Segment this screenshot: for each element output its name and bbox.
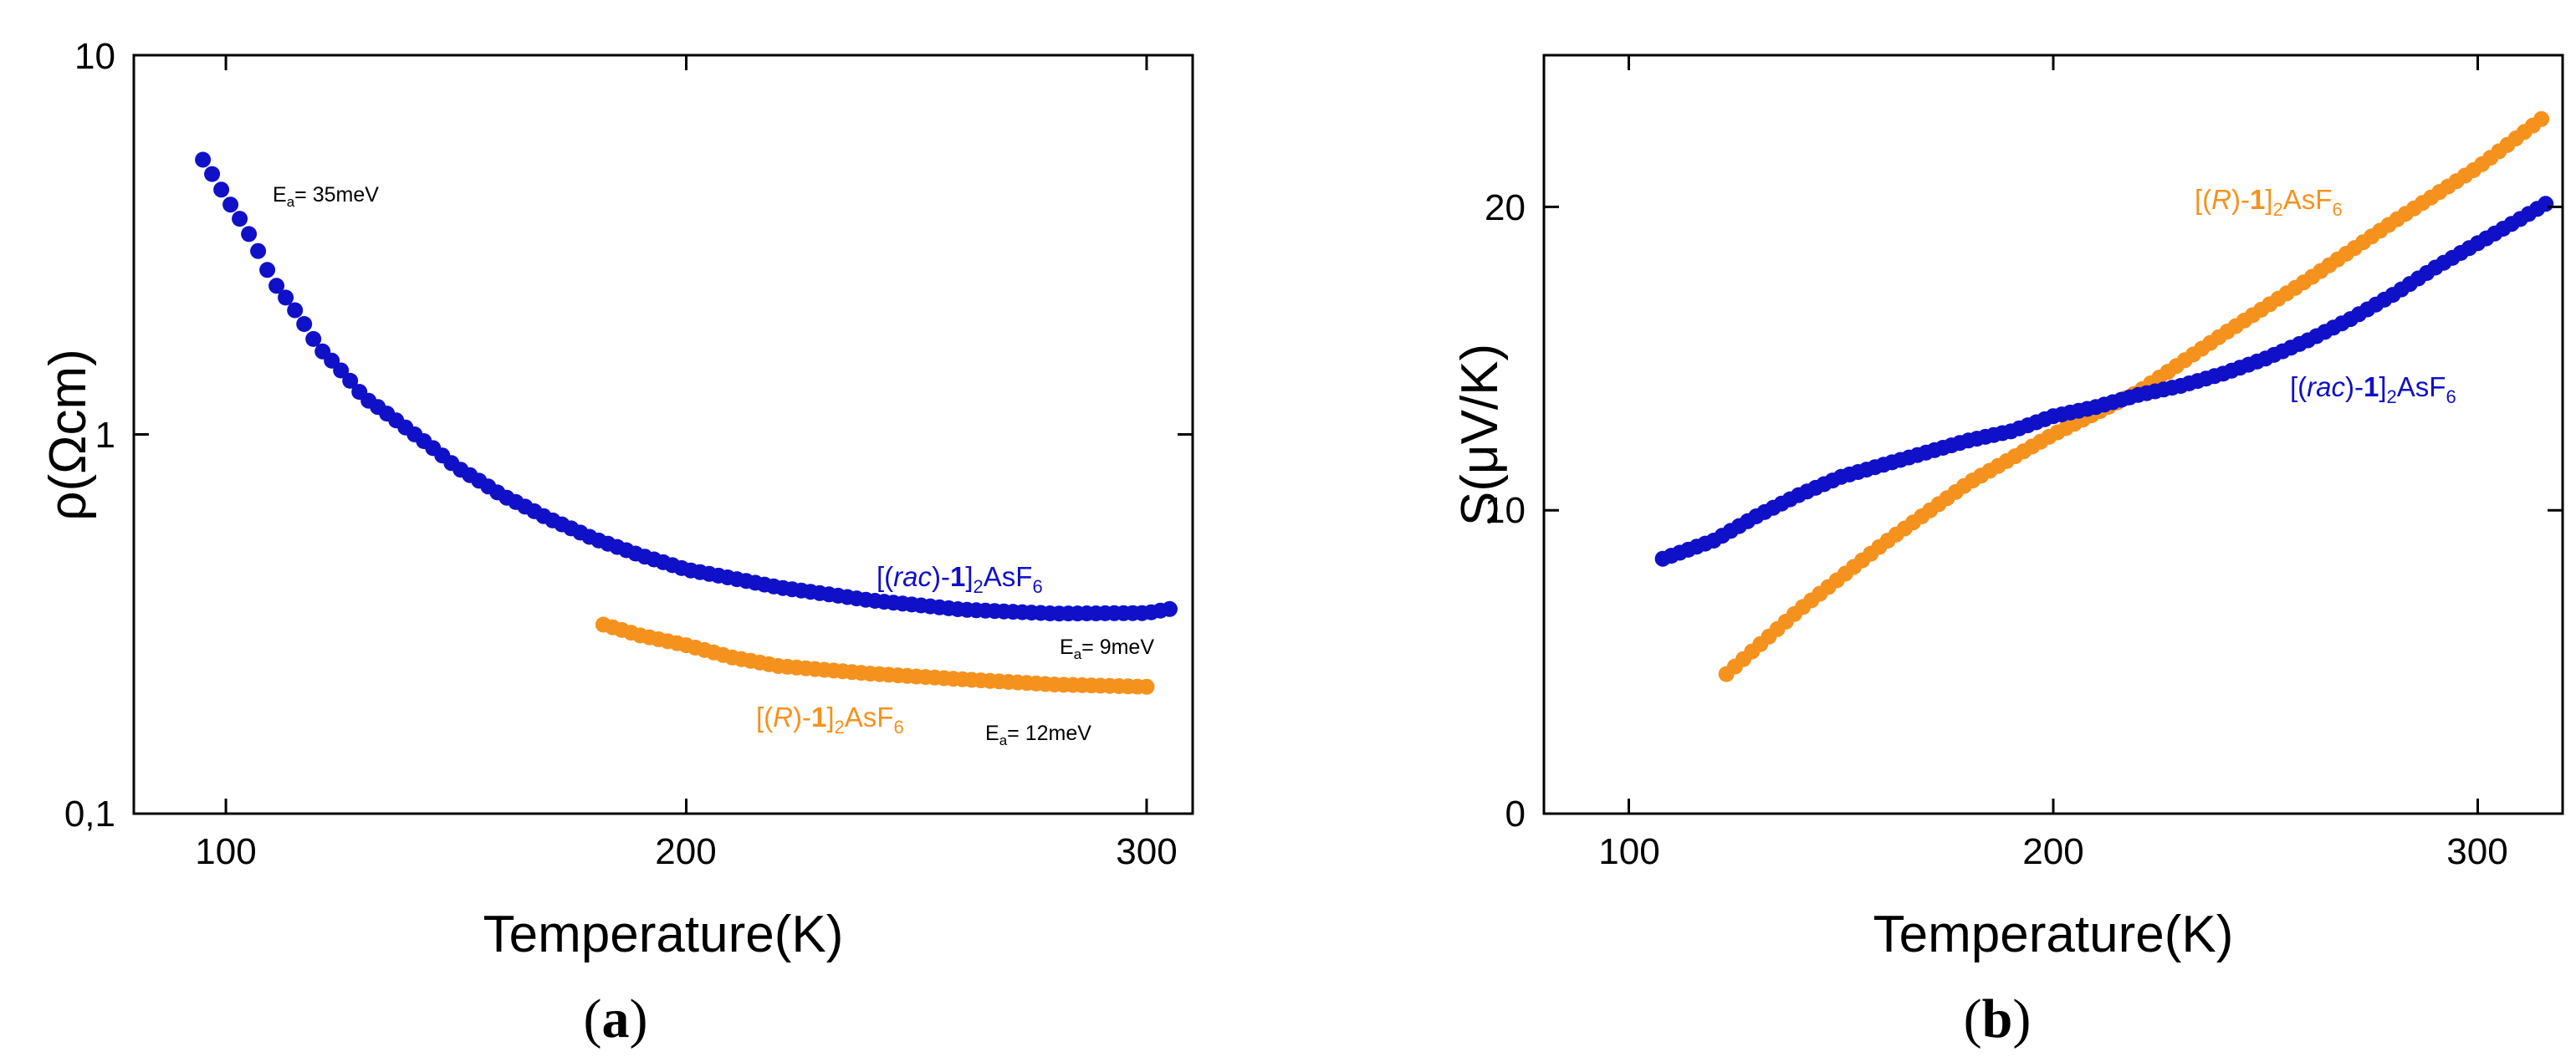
chart-a-xtick-label-1: 200 <box>655 831 716 872</box>
chart-a-series-rac-point-12 <box>305 330 322 347</box>
chart-b-ytick-label-0: 0 <box>1505 794 1526 835</box>
chart-a-legend-r: [(R)-1]2AsF6 <box>756 702 904 738</box>
chart-a-series-rac-point-2 <box>213 181 230 198</box>
chart-b-points <box>1654 110 2554 682</box>
chart-a-series-rac-point-6 <box>250 243 267 259</box>
chart-a-points <box>195 151 1178 695</box>
chart-b: 0 10 20 100 200 300 Temperature(K) S(μV/… <box>1451 54 2564 1049</box>
chart-a-series-rac-point-5 <box>241 226 258 243</box>
chart-b-xtick-label-0: 100 <box>1598 831 1659 872</box>
chart-b-ytick-label-1: 10 <box>1485 490 1526 531</box>
chart-b-legend-rac: [(rac)-1]2AsF6 <box>2290 371 2456 407</box>
chart-a-ytick-label-0: 0,1 <box>64 794 115 835</box>
chart-a-series-R-point-59 <box>1138 678 1155 695</box>
chart-b-series-R-point-96 <box>2533 110 2550 127</box>
chart-a-ylabel: ρ(Ωcm) <box>39 349 97 521</box>
chart-a-ytick-label-1: 1 <box>95 415 115 456</box>
chart-a-panel-letter: a <box>602 988 630 1049</box>
chart-a-annotation-35mev: Ea= 35meV <box>273 183 379 210</box>
chart-a-series-rac-point-10 <box>287 302 304 319</box>
chart-a-series-rac-point-4 <box>232 211 248 227</box>
chart-b-xtick-label-1: 200 <box>2022 831 2083 872</box>
chart-b-ylabel: S(μV/K) <box>1451 344 1509 526</box>
chart-a-ytick-label-2: 10 <box>74 36 115 77</box>
chart-b-panel-label: (b) <box>1964 988 2032 1049</box>
chart-a-series-rac-point-1 <box>204 166 221 182</box>
chart-a-xlabel: Temperature(K) <box>483 906 844 963</box>
chart-a-series-rac-point-15 <box>333 362 350 379</box>
chart-a-series-rac-point-105 <box>1162 600 1178 617</box>
chart-a-series-rac-point-11 <box>296 316 313 332</box>
chart-b-ytick-label-2: 20 <box>1485 187 1526 228</box>
chart-a: 0,1 1 10 100 200 300 Temperature(K) ρ(Ωc… <box>39 36 1194 1049</box>
chart-a-series-rac-point-3 <box>222 197 239 213</box>
chart-a-annotation-12mev: Ea= 12meV <box>985 722 1091 748</box>
chart-a-series-rac-point-16 <box>342 372 359 389</box>
chart-a-panel-label: (a) <box>584 988 648 1049</box>
chart-a-xtick-label-2: 300 <box>1116 831 1177 872</box>
chart-a-series-rac-point-7 <box>259 262 276 278</box>
chart-a-xtick-label-0: 100 <box>195 831 256 872</box>
chart-a-frame <box>132 54 1194 815</box>
chart-a-series-rac-point-0 <box>195 151 212 168</box>
chart-a-series-rac-point-8 <box>268 278 285 294</box>
chart-a-ticks <box>134 54 1193 815</box>
chart-b-ticks <box>1544 55 2563 815</box>
chart-a-series-rac-point-9 <box>278 289 294 306</box>
chart-b-panel-letter: b <box>1982 988 2013 1049</box>
chart-b-series-rac-point-104 <box>2538 196 2554 212</box>
chart-a-annotation-9mev: Ea= 9meV <box>1060 636 1154 662</box>
chart-b-xtick-label-2: 300 <box>2446 831 2507 872</box>
chart-b-legend-r: [(R)-1]2AsF6 <box>2195 184 2343 220</box>
chart-b-xlabel: Temperature(K) <box>1873 906 2234 963</box>
chart-a-legend-rac: [(rac)-1]2AsF6 <box>877 561 1043 597</box>
